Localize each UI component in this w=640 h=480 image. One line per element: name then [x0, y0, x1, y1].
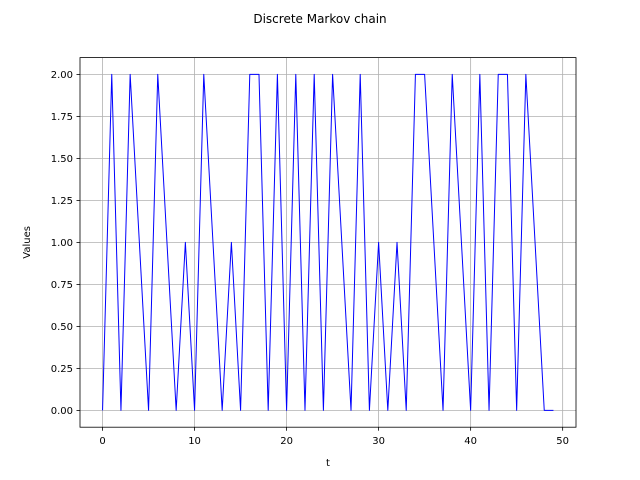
y-axis: 0.00 0.25 0.50 0.75 1.00 1.25 1.50 1.75 2.00: [51, 70, 80, 417]
x-tick-label: 20: [280, 436, 293, 447]
y-tick-label: 1.25: [51, 196, 73, 207]
x-axis-label: t: [326, 458, 330, 469]
x-tick-label: 40: [464, 436, 477, 447]
y-axis-label: Values: [22, 226, 33, 259]
y-tick-label: 0.25: [51, 364, 73, 375]
x-tick-label: 50: [556, 436, 569, 447]
chart-title: Discrete Markov chain: [253, 12, 386, 26]
y-tick-label: 1.00: [51, 238, 73, 249]
y-tick-label: 2.00: [51, 70, 73, 81]
x-tick-label: 30: [372, 436, 385, 447]
series-line-0: [102, 73, 554, 411]
y-tick-label: 0.00: [51, 406, 73, 417]
y-tick-label: 0.50: [51, 322, 73, 333]
x-tick-label: 0: [99, 436, 105, 447]
y-tick-label: 1.75: [51, 112, 73, 123]
x-axis: 0 10 20 30 40 50: [99, 427, 569, 447]
y-tick-label: 0.75: [51, 280, 73, 291]
series-layer: [102, 73, 554, 411]
y-tick-label: 1.50: [51, 154, 73, 165]
grid: [80, 57, 576, 428]
x-tick-label: 10: [188, 436, 201, 447]
